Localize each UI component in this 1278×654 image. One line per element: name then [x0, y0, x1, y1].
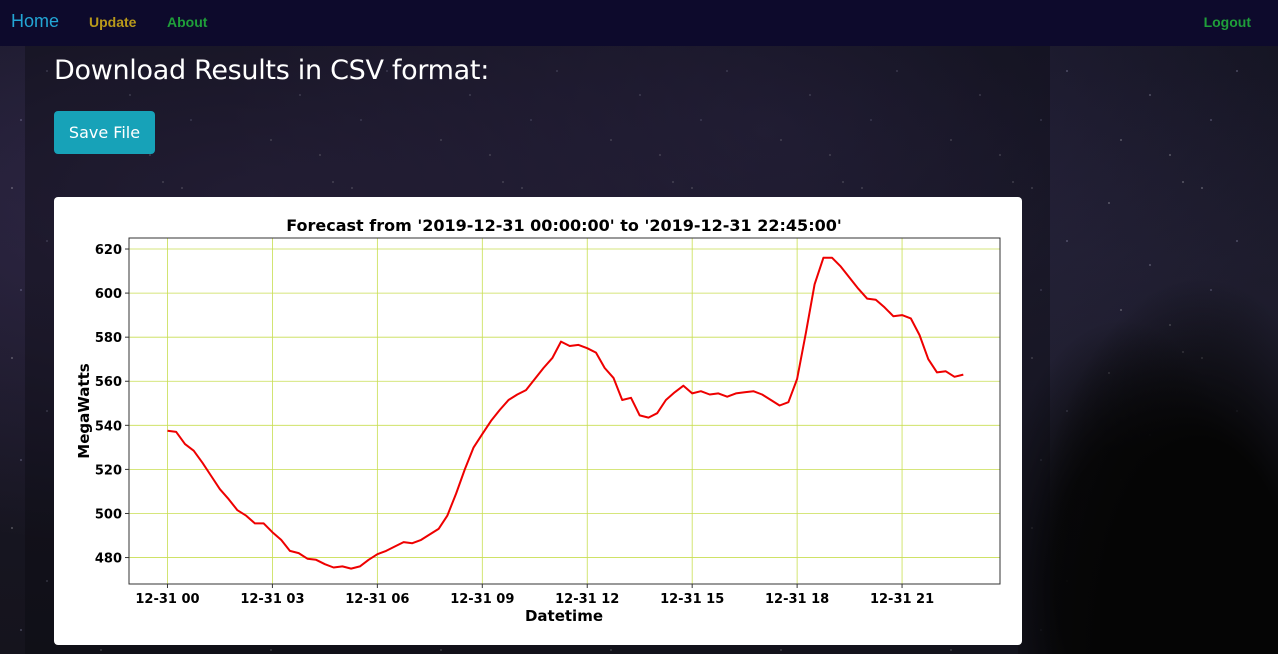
- x-tick-label: 12-31 15: [660, 592, 724, 607]
- y-tick-label: 520: [95, 463, 122, 478]
- y-tick-label: 580: [95, 331, 122, 346]
- x-axis-label: Datetime: [525, 607, 603, 625]
- x-tick-label: 12-31 18: [765, 592, 829, 607]
- y-tick-label: 540: [95, 419, 122, 434]
- forecast-chart: Forecast from '2019-12-31 00:00:00' to '…: [75, 216, 1001, 625]
- series-group: [167, 256, 964, 570]
- page-heading: Download Results in CSV format:: [54, 55, 489, 86]
- forecast-chart-card: Forecast from '2019-12-31 00:00:00' to '…: [54, 197, 1022, 645]
- x-tick-label: 12-31 03: [240, 592, 304, 607]
- forecast-series-line: [167, 256, 964, 570]
- save-file-button[interactable]: Save File: [54, 111, 155, 154]
- navbar: Home Update About Logout: [0, 0, 1278, 46]
- x-tick-label: 12-31 06: [345, 592, 409, 607]
- tree-silhouette: [1018, 274, 1278, 654]
- y-tick-label: 560: [95, 375, 122, 390]
- x-tick-label: 12-31 12: [555, 592, 619, 607]
- chart-title: Forecast from '2019-12-31 00:00:00' to '…: [286, 216, 842, 235]
- x-axis-ticks: 12-31 00 12-31 03 12-31 06 12-31 09 12-31 12…: [135, 584, 934, 607]
- y-axis-label: MegaWatts: [75, 363, 93, 458]
- logout-link[interactable]: Logout: [1203, 14, 1251, 30]
- x-tick-label: 12-31 00: [135, 592, 199, 607]
- y-tick-label: 480: [95, 552, 122, 567]
- home-link[interactable]: Home: [11, 11, 60, 31]
- x-tick-label: 12-31 21: [870, 592, 934, 607]
- y-tick-label: 600: [95, 287, 122, 302]
- y-tick-label: 500: [95, 507, 122, 522]
- x-tick-label: 12-31 09: [450, 592, 514, 607]
- plot-frame: [128, 237, 1001, 585]
- chart-grid: [129, 238, 1000, 584]
- update-link[interactable]: Update: [89, 14, 137, 30]
- about-link[interactable]: About: [167, 14, 208, 30]
- y-tick-label: 620: [95, 243, 122, 258]
- y-axis-ticks: 480 500 520 540 560 580 600 620: [95, 243, 129, 567]
